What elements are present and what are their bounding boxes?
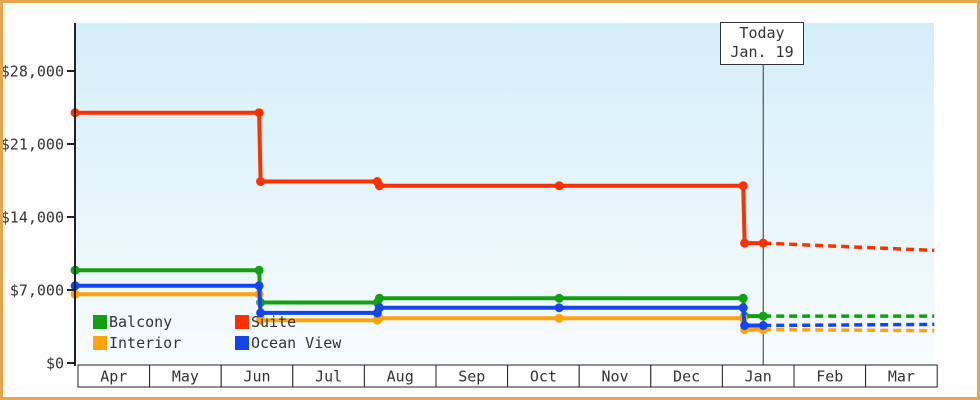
data-point-interior <box>554 313 564 323</box>
month-label: Mar <box>888 367 915 385</box>
y-tick-label: $0 <box>46 354 64 372</box>
legend-item-interior: Interior <box>93 334 235 352</box>
today-label: Today <box>739 24 785 42</box>
legend-item-ocean-view: Ocean View <box>235 334 341 352</box>
month-label: Feb <box>816 367 843 385</box>
month-label: Apr <box>100 367 127 385</box>
legend-swatch-suite <box>235 315 249 329</box>
y-tick-label: $28,000 <box>3 62 64 80</box>
month-label: Jul <box>315 367 342 385</box>
data-point-balcony <box>254 265 264 275</box>
data-point-ocean-view <box>256 308 266 318</box>
legend-label: Ocean View <box>251 334 342 352</box>
today-date: Jan. 19 <box>730 43 794 61</box>
month-label: Aug <box>387 367 414 385</box>
data-point-ocean-view <box>374 303 384 313</box>
y-tick-label: $21,000 <box>3 135 64 153</box>
data-point-suite <box>740 238 750 248</box>
data-point-ocean-view <box>254 281 264 291</box>
legend-swatch-balcony <box>93 315 107 329</box>
legend-label: Balcony <box>109 313 173 331</box>
data-point-suite <box>374 181 384 191</box>
month-label: Nov <box>601 367 628 385</box>
series-projection-interior <box>763 327 935 333</box>
legend-label: Interior <box>109 334 182 352</box>
month-label: Jun <box>243 367 270 385</box>
month-label: Oct <box>530 367 557 385</box>
series-suite <box>70 108 935 253</box>
month-label: Dec <box>673 367 700 385</box>
series-projection-suite <box>763 241 935 253</box>
legend-label: Suite <box>251 313 297 331</box>
chart-canvas: $0 $7,000 $14,000 $21,000 $28,000 Apr May Jun Ju… <box>3 23 938 388</box>
data-point-ocean-view <box>758 321 768 330</box>
legend-swatch-interior <box>93 336 107 350</box>
today-annotation-box: Today Jan. 19 <box>720 22 804 65</box>
y-tick-label: $14,000 <box>3 208 64 226</box>
data-point-suite <box>554 181 564 191</box>
month-label: Jan <box>745 367 772 385</box>
data-point-suite <box>738 181 748 191</box>
y-tick-label: $7,000 <box>10 281 64 299</box>
legend: Balcony Suite Interior Ocean View <box>93 313 341 352</box>
month-label: May <box>172 367 199 385</box>
data-point-suite <box>254 108 264 118</box>
legend-swatch-ocean-view <box>235 336 249 350</box>
data-point-ocean-view <box>554 303 564 313</box>
data-point-suite <box>256 177 266 186</box>
data-point-balcony <box>554 293 564 303</box>
series-ocean-view <box>70 281 935 330</box>
data-point-balcony <box>758 311 768 321</box>
data-point-ocean-view <box>738 303 748 313</box>
month-cell-mar <box>865 364 938 388</box>
month-label: Sep <box>458 367 485 385</box>
series-projection-ocean-view <box>763 322 935 328</box>
legend-item-suite: Suite <box>235 313 341 331</box>
legend-item-balcony: Balcony <box>93 313 235 331</box>
data-point-ocean-view <box>740 321 750 330</box>
data-point-balcony <box>374 293 384 303</box>
data-point-interior <box>256 315 266 325</box>
data-point-suite <box>758 238 768 248</box>
data-point-balcony <box>738 293 748 303</box>
